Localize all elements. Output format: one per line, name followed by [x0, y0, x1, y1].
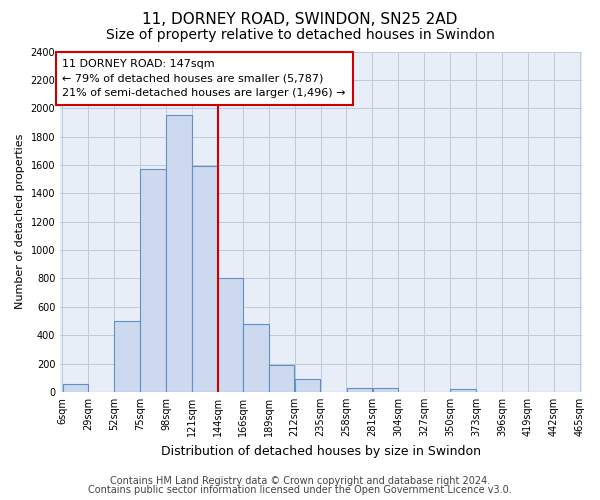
- X-axis label: Distribution of detached houses by size in Swindon: Distribution of detached houses by size …: [161, 444, 481, 458]
- Text: Contains public sector information licensed under the Open Government Licence v3: Contains public sector information licen…: [88, 485, 512, 495]
- Bar: [451, 389, 476, 392]
- Text: Size of property relative to detached houses in Swindon: Size of property relative to detached ho…: [106, 28, 494, 42]
- Text: 11 DORNEY ROAD: 147sqm
← 79% of detached houses are smaller (5,787)
21% of semi-: 11 DORNEY ROAD: 147sqm ← 79% of detached…: [62, 58, 346, 98]
- Bar: [295, 379, 320, 392]
- Bar: [62, 384, 88, 392]
- Bar: [243, 324, 269, 392]
- Bar: [115, 321, 140, 392]
- Bar: [140, 168, 166, 392]
- Bar: [166, 116, 192, 392]
- Bar: [218, 278, 242, 392]
- Y-axis label: Number of detached properties: Number of detached properties: [15, 134, 25, 310]
- Bar: [192, 166, 218, 392]
- Bar: [269, 365, 295, 392]
- Text: 11, DORNEY ROAD, SWINDON, SN25 2AD: 11, DORNEY ROAD, SWINDON, SN25 2AD: [142, 12, 458, 28]
- Bar: [347, 388, 372, 392]
- Bar: [373, 388, 398, 392]
- Text: Contains HM Land Registry data © Crown copyright and database right 2024.: Contains HM Land Registry data © Crown c…: [110, 476, 490, 486]
